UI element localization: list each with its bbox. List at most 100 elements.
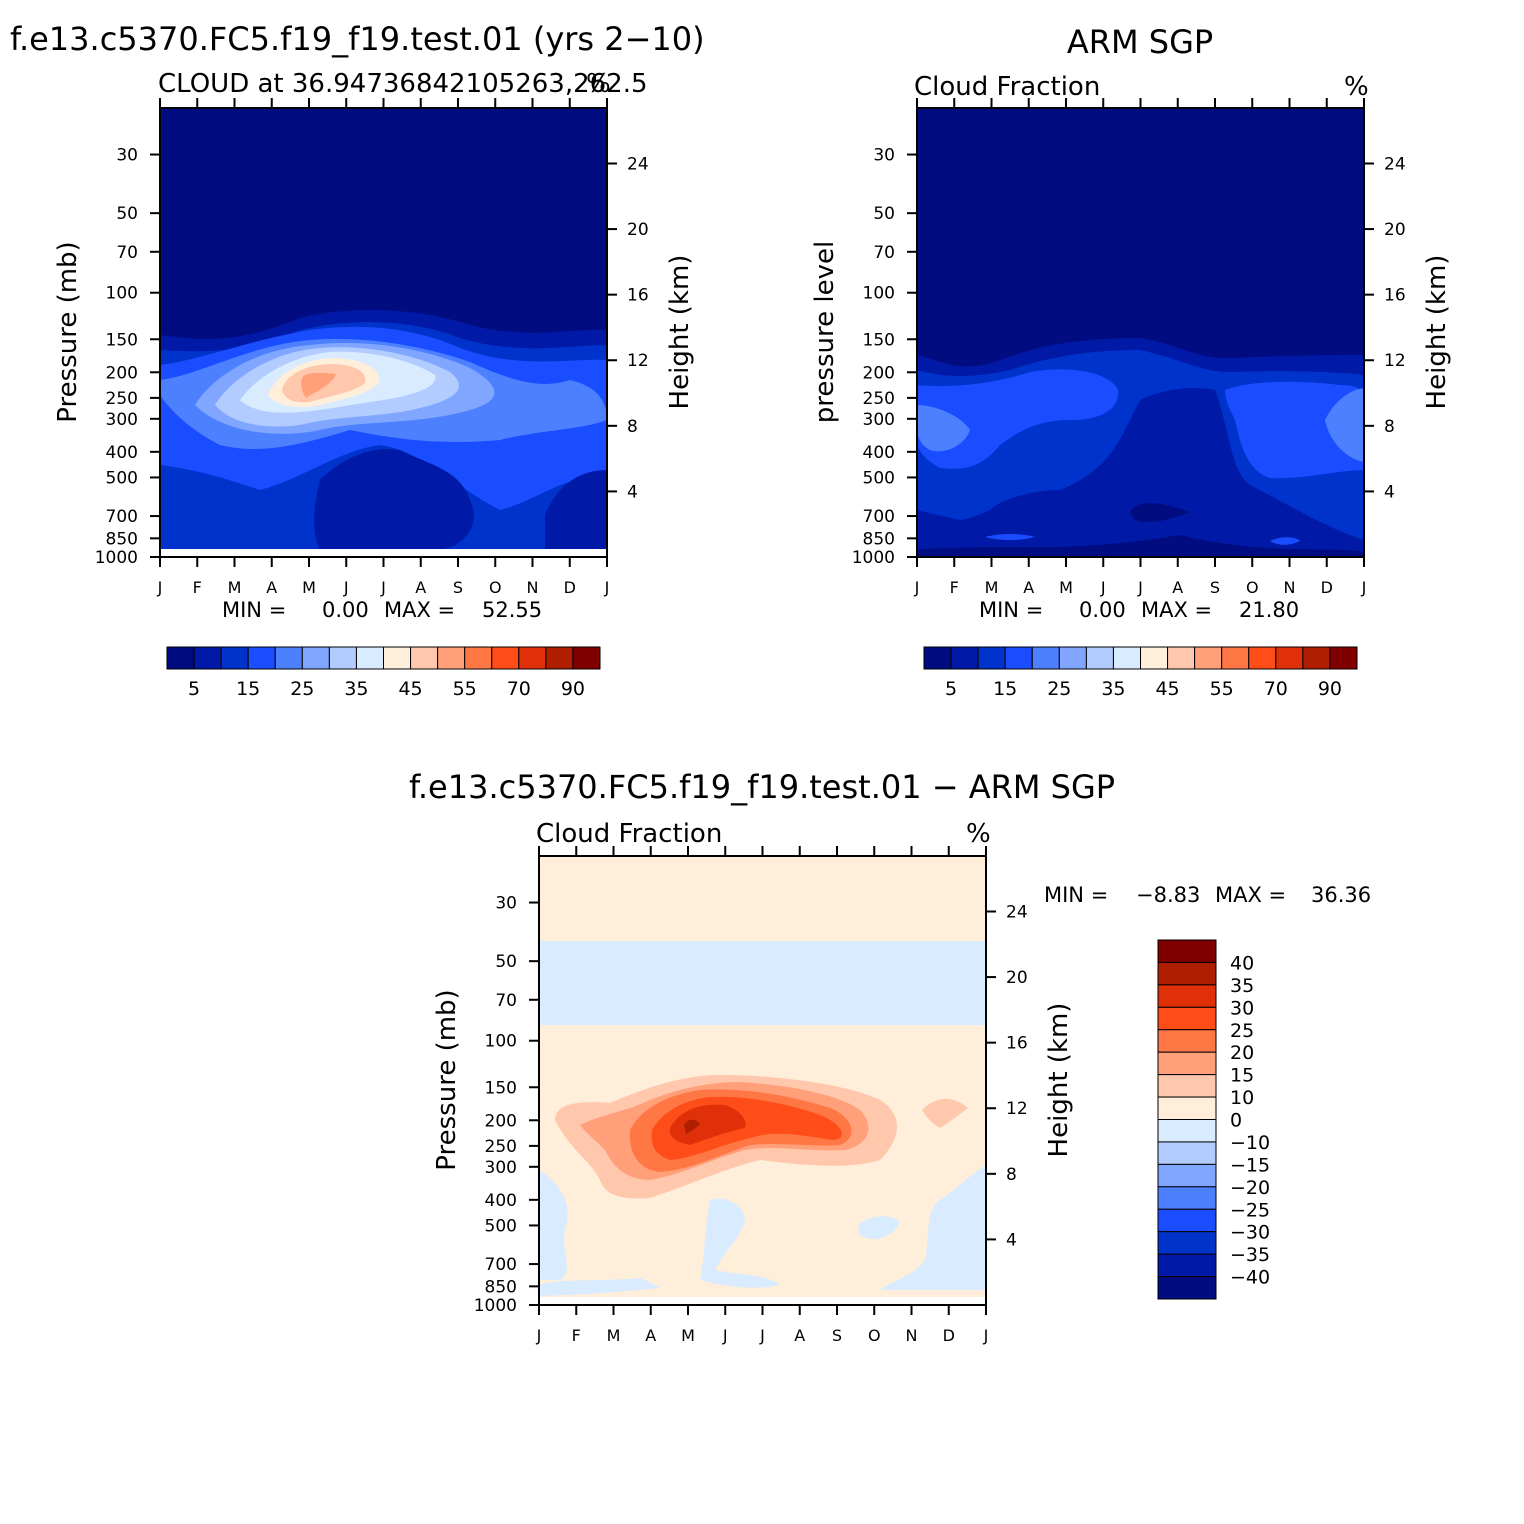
x-tick-label: D <box>1321 578 1333 597</box>
lowlevel-dark-blob-right <box>545 470 607 550</box>
colorbar-swatch <box>977 646 1006 670</box>
y-tick-label: 250 <box>106 389 138 409</box>
y-tick-label: 300 <box>106 410 138 430</box>
colorbar-label: −15 <box>1230 1154 1270 1176</box>
panel-diff-contours <box>539 856 986 1305</box>
colorbar-swatch <box>1157 984 1217 1008</box>
y-tick-label: 400 <box>863 443 895 463</box>
colorbar-swatch <box>1248 646 1277 670</box>
x-tick-label: J <box>722 1326 728 1345</box>
contour-pos-30 <box>669 1104 746 1145</box>
y2-tick-label: 16 <box>1006 1034 1028 1054</box>
surface-dark <box>917 535 1364 557</box>
panel-model: CLOUD at 36.94736842105263,262.5 % 30 50 7… <box>53 69 695 700</box>
colorbar-label: 5 <box>945 678 957 700</box>
contour-neg-right <box>880 1165 986 1290</box>
x-tick-label: J <box>759 1326 765 1345</box>
x-tick-label: A <box>1172 578 1183 597</box>
y-tick-label: 850 <box>485 1277 517 1297</box>
colorbar-swatch <box>950 646 979 670</box>
y2-tick-label: 4 <box>627 482 638 502</box>
contour-pos-35 <box>684 1119 700 1134</box>
x-tick-label: D <box>564 578 576 597</box>
x-tick-label: M <box>681 1326 695 1345</box>
colorbar-label: 25 <box>1230 1020 1254 1042</box>
x-tick-label: S <box>832 1326 842 1345</box>
contour-neg-left <box>539 1170 568 1280</box>
colorbar-label: −20 <box>1230 1177 1270 1199</box>
x-tick-label: O <box>1246 578 1259 597</box>
x-tick-label: F <box>193 578 202 597</box>
y-tick-label: 850 <box>106 529 138 549</box>
panel-diff-max-label: MAX = <box>1215 883 1286 907</box>
colorbar-swatch <box>1157 1074 1217 1098</box>
colorbar-label: −35 <box>1230 1244 1270 1266</box>
colorbar-swatch <box>274 646 303 670</box>
lowlevel-band <box>917 510 1364 557</box>
panel-obs: ARM SGP Cloud Fraction % 305070100150200… <box>810 23 1452 700</box>
colorbar-label: 70 <box>1264 678 1288 700</box>
y-tick-label: 200 <box>485 1111 517 1131</box>
y-tick-label: 700 <box>106 507 138 527</box>
panel-diff-title: f.e13.c5370.FC5.f19_f19.test.01 − ARM SG… <box>409 768 1115 806</box>
colorbar-label: 40 <box>1230 952 1254 974</box>
colorbar-label: 30 <box>1230 997 1254 1019</box>
y2-tick-label: 24 <box>627 154 649 174</box>
colorbar-label: 25 <box>1047 678 1071 700</box>
colorbar-swatch <box>1157 1096 1217 1120</box>
colorbar-swatch <box>1157 961 1217 986</box>
colorbar-label: 25 <box>290 678 314 700</box>
colorbar-swatch <box>545 646 574 670</box>
x-tick-label: N <box>906 1326 918 1345</box>
colorbar-swatch <box>1157 1208 1217 1233</box>
panel-obs-ylabel: pressure level <box>810 241 840 423</box>
panel-model-colorbar: 5 15 25 35 45 55 70 90 <box>166 646 601 700</box>
panel-diff-min: −8.83 <box>1136 883 1200 907</box>
panel-obs-min: 0.00 <box>1079 598 1126 622</box>
colorbar-swatch <box>1058 646 1087 670</box>
colorbar-label: 35 <box>1101 678 1125 700</box>
y-tick-label: 250 <box>485 1137 517 1157</box>
panel-obs-y2label: Height (km) <box>1422 255 1452 410</box>
contour-level-4 <box>917 405 970 452</box>
x-tick-label: O <box>489 578 502 597</box>
contour-neg-spot <box>858 1216 900 1240</box>
colorbar-label: 0 <box>1230 1110 1242 1132</box>
panel-model-min: 0.00 <box>322 598 369 622</box>
colorbar-label: 15 <box>993 678 1017 700</box>
colorbar-swatch <box>301 646 330 670</box>
panel-model-min-label: MIN = <box>222 598 286 622</box>
panel-obs-colorbar: 5 15 25 35 45 55 70 90 <box>923 646 1358 700</box>
colorbar-swatch <box>1157 1276 1217 1300</box>
colorbar-swatch <box>1140 646 1169 670</box>
x-tick-label: N <box>527 578 539 597</box>
y-tick-label: 70 <box>116 243 138 263</box>
colorbar-swatch <box>328 646 357 670</box>
contour-band-neg <box>539 941 986 1025</box>
lowlevel-blob-b <box>1270 537 1300 545</box>
y2-tick-label: 8 <box>1384 417 1395 437</box>
y-tick-label: 150 <box>485 1078 517 1098</box>
colorbar-swatch <box>193 646 222 670</box>
y-tick-label: 300 <box>485 1158 517 1178</box>
colorbar-swatch <box>220 646 249 670</box>
y2-tick-label: 20 <box>1006 968 1028 988</box>
colorbar-label: −25 <box>1230 1199 1270 1221</box>
y2-tick-label: 24 <box>1384 154 1406 174</box>
colorbar-swatch <box>1221 646 1250 670</box>
surface-band <box>539 1297 986 1305</box>
colorbar-swatch <box>355 646 384 670</box>
colorbar-swatch <box>1157 1253 1217 1278</box>
x-tick-label: A <box>645 1326 656 1345</box>
y-tick-label: 150 <box>863 330 895 350</box>
panel-model-max: 52.55 <box>482 598 542 622</box>
colorbar-swatch <box>1031 646 1060 670</box>
x-tick-label: J <box>983 1326 989 1345</box>
colorbar-label: 20 <box>1230 1042 1254 1064</box>
x-tick-label: J <box>157 578 163 597</box>
y-tick-label: 400 <box>485 1191 517 1211</box>
y-tick-label: 700 <box>485 1255 517 1275</box>
contour-level-10 <box>301 372 336 398</box>
y2-tick-label: 16 <box>627 286 649 306</box>
